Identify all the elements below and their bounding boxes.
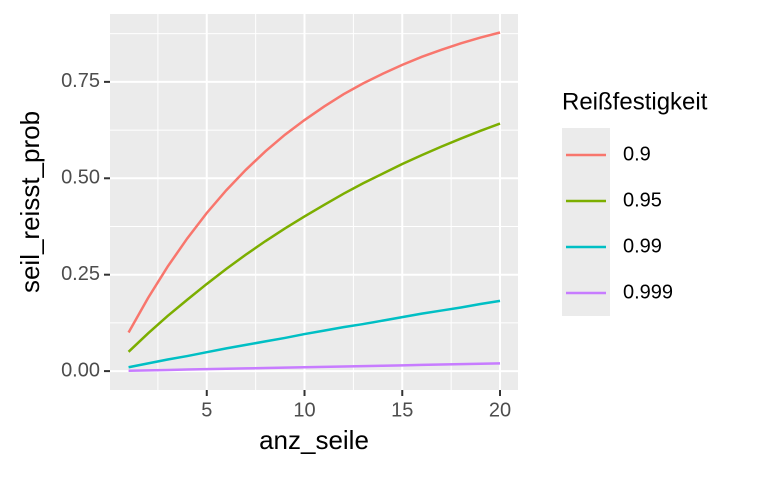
legend-label: 0.99	[623, 235, 662, 257]
y-tick-label: 0.50	[61, 167, 100, 189]
series-line	[128, 299, 501, 369]
legend-title: Reißfestigkeit	[562, 88, 708, 115]
series-line	[127, 122, 501, 353]
x-tick-label: 5	[201, 399, 212, 421]
legend-label: 0.999	[623, 281, 673, 303]
series-line	[127, 31, 501, 334]
y-axis-title: seil_reisst_prob	[15, 111, 45, 293]
x-tick-label: 20	[489, 399, 511, 421]
lines	[127, 31, 501, 372]
x-tick-label: 15	[391, 399, 413, 421]
y-tick-label: 0.25	[61, 263, 100, 285]
legend-label: 0.95	[623, 189, 662, 211]
x-tick-label: 10	[293, 399, 315, 421]
y-tick-label: 0.75	[61, 70, 100, 92]
panel	[110, 14, 518, 390]
legend-keys-bg	[562, 128, 610, 316]
x-axis-title: anz_seile	[259, 425, 369, 455]
y-tick-label: 0.00	[61, 359, 100, 381]
grid	[110, 14, 518, 390]
series-line	[128, 362, 501, 372]
legend-label: 0.9	[623, 143, 651, 165]
